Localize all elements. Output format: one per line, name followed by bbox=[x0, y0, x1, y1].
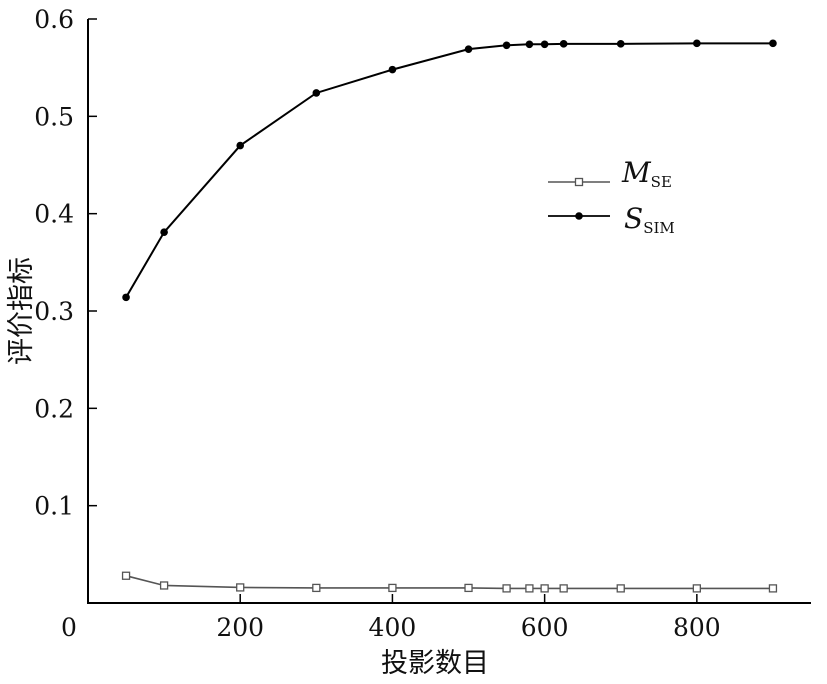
legend-entry-ssim: SSIM bbox=[548, 202, 675, 237]
data-point-mse bbox=[312, 583, 321, 593]
data-point-ssim bbox=[769, 39, 777, 48]
y-tick-label: 0.4 bbox=[34, 200, 74, 229]
data-point-mse bbox=[388, 583, 397, 593]
x-tick-label: 200 bbox=[216, 613, 264, 642]
data-point-ssim bbox=[312, 89, 321, 97]
y-tick-label: 0.1 bbox=[34, 492, 74, 521]
data-point-ssim bbox=[616, 40, 625, 48]
data-point-mse bbox=[768, 584, 778, 593]
legend-label-ssim: SSIM bbox=[624, 202, 675, 237]
x-tick-label: 600 bbox=[521, 613, 569, 642]
data-point-mse bbox=[121, 571, 131, 580]
origin-tick-label: 0 bbox=[61, 613, 77, 642]
y-ticks: 0.1 0.2 0.3 0.4 0.5 0.6 bbox=[34, 5, 97, 521]
data-point-ssim bbox=[540, 40, 549, 49]
data-point-ssim bbox=[464, 45, 473, 53]
legend-marker-mse bbox=[574, 177, 584, 187]
legend-label-mse-sub: SE bbox=[651, 173, 672, 191]
data-point-mse bbox=[540, 584, 549, 593]
x-axis-title: 投影数目 bbox=[381, 648, 489, 679]
legend-label-ssim-sub: SIM bbox=[643, 219, 675, 237]
data-point-ssim bbox=[693, 39, 701, 48]
data-point-mse bbox=[464, 583, 473, 593]
data-point-ssim bbox=[388, 65, 397, 74]
data-point-mse bbox=[525, 584, 534, 593]
y-tick-label: 0.5 bbox=[34, 102, 74, 131]
x-ticks: 200 400 600 800 bbox=[216, 594, 721, 642]
data-point-mse bbox=[692, 584, 701, 593]
axes bbox=[87, 19, 811, 604]
x-tick-label: 800 bbox=[673, 613, 721, 642]
legend-marker-ssim bbox=[575, 212, 583, 220]
data-point-mse bbox=[159, 581, 169, 590]
data-point-mse bbox=[616, 584, 625, 593]
legend-label-mse-main: M bbox=[621, 156, 652, 189]
y-tick-label: 0.3 bbox=[34, 297, 74, 326]
series-line-ssim bbox=[125, 42, 773, 298]
data-point-ssim bbox=[160, 228, 168, 236]
data-point-mse bbox=[559, 584, 568, 593]
data-point-ssim bbox=[122, 293, 130, 302]
series-line-mse bbox=[125, 574, 773, 590]
data-point-ssim bbox=[502, 41, 511, 50]
legend: MSE SSIM bbox=[548, 156, 675, 237]
data-point-ssim bbox=[559, 40, 568, 48]
y-tick-label: 0.2 bbox=[34, 394, 74, 423]
legend-label-mse: MSE bbox=[621, 156, 672, 191]
y-tick-label: 0.6 bbox=[34, 5, 74, 34]
y-axis-title: 评价指标 bbox=[6, 257, 37, 365]
series-layer bbox=[121, 39, 778, 593]
data-point-ssim bbox=[236, 141, 245, 150]
x-tick-label: 400 bbox=[369, 613, 417, 642]
legend-entry-mse: MSE bbox=[548, 156, 672, 191]
data-point-mse bbox=[502, 584, 511, 593]
data-point-ssim bbox=[525, 40, 534, 49]
data-point-mse bbox=[236, 583, 245, 592]
legend-label-ssim-main: S bbox=[624, 202, 643, 235]
